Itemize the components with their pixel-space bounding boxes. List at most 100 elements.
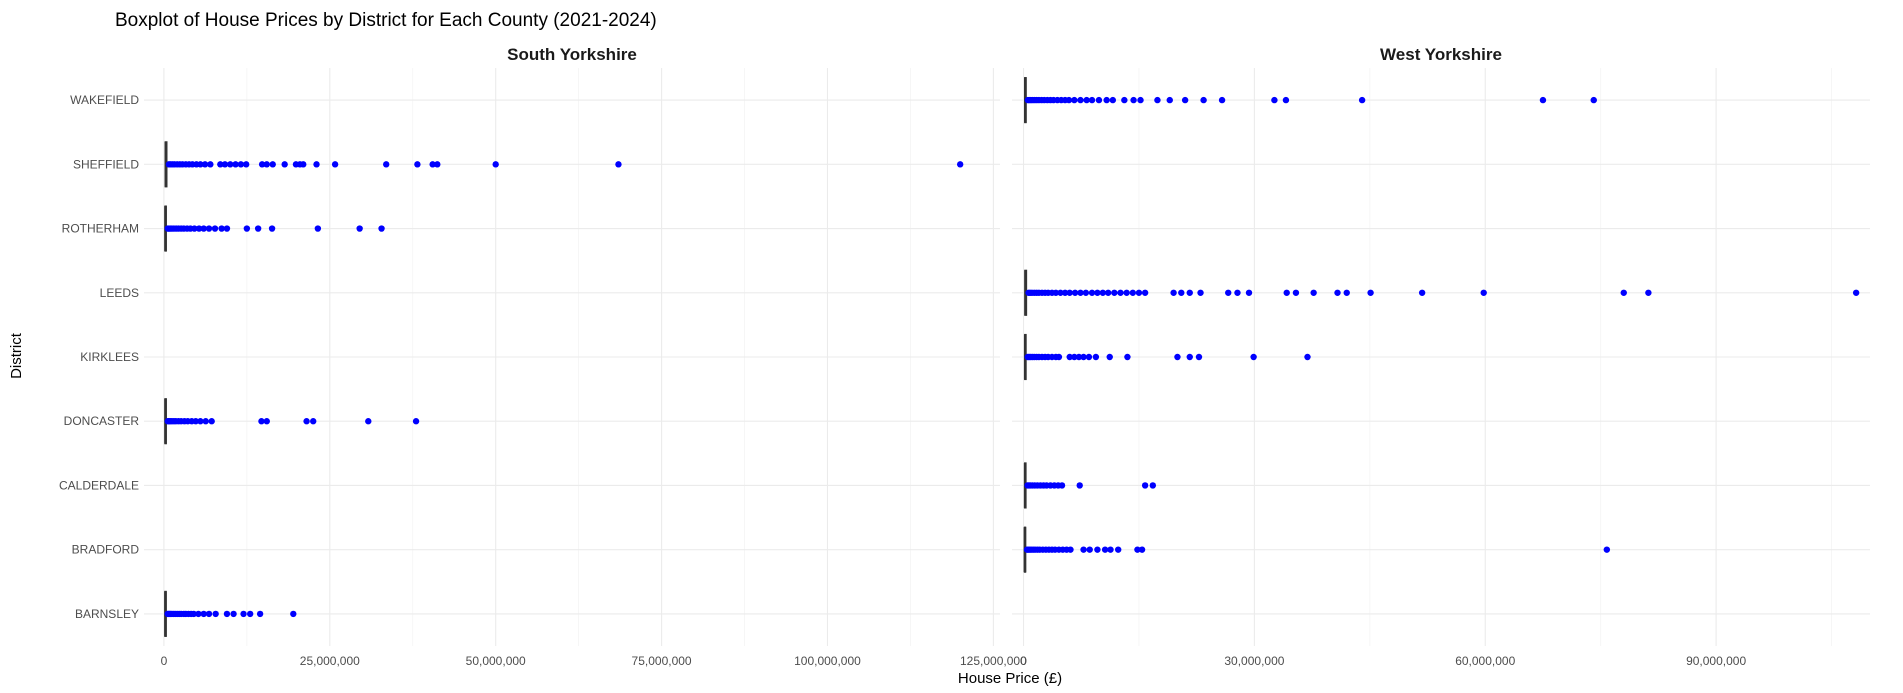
outlier-point	[1178, 289, 1185, 296]
outlier-point	[1174, 353, 1181, 361]
outlier-point	[217, 161, 224, 168]
y-tick-label: CALDERDALE	[59, 478, 139, 492]
outlier-point	[240, 610, 247, 618]
outlier-point	[615, 161, 622, 168]
outlier-point	[1066, 289, 1073, 296]
outlier-point	[1121, 96, 1128, 104]
outlier-point	[1245, 289, 1253, 296]
outlier-point	[201, 161, 209, 168]
outlier-point	[1154, 96, 1161, 104]
y-tick-label: BARNSLEY	[75, 607, 139, 621]
outlier-point	[1134, 546, 1141, 553]
outlier-point	[1080, 546, 1087, 553]
outlier-point	[1071, 96, 1078, 104]
outlier-point	[208, 418, 215, 425]
outlier-point	[1075, 353, 1083, 361]
outlier-point	[269, 161, 276, 168]
outlier-point	[1310, 289, 1317, 296]
outlier-point	[1101, 546, 1109, 553]
outlier-point	[1117, 289, 1124, 296]
outlier-point	[1480, 289, 1487, 296]
outlier-point	[1590, 96, 1597, 104]
outlier-point	[242, 161, 250, 168]
y-tick-label: WAKEFIELD	[70, 93, 139, 107]
outlier-point	[414, 161, 421, 168]
outlier-point	[1124, 353, 1131, 361]
outlier-point	[200, 610, 207, 618]
outlier-point	[1099, 289, 1107, 296]
y-tick-label: LEEDS	[100, 286, 139, 300]
outlier-point	[1137, 96, 1144, 104]
outlier-point	[1067, 546, 1074, 553]
outlier-point	[221, 161, 229, 168]
outlier-point	[1085, 353, 1093, 361]
outlier-point	[205, 225, 213, 232]
outlier-point	[1304, 353, 1311, 361]
outlier-point	[1282, 96, 1290, 104]
outlier-point	[434, 161, 441, 168]
outlier-point	[1218, 96, 1226, 104]
outlier-point	[1088, 96, 1096, 104]
outlier-point	[1234, 289, 1241, 296]
outlier-point	[1358, 96, 1366, 104]
outlier-point	[1104, 289, 1112, 296]
outlier-point	[1111, 289, 1118, 296]
outlier-point	[1077, 96, 1084, 104]
outlier-point	[1086, 546, 1093, 553]
outlier-point	[1106, 353, 1113, 361]
y-tick-label: KIRKLEES	[80, 350, 139, 364]
outlier-point	[1197, 289, 1204, 296]
facet-strip-label: South Yorkshire	[507, 45, 637, 64]
outlier-point	[195, 610, 202, 618]
outlier-point	[1114, 546, 1122, 553]
outlier-point	[1166, 96, 1173, 104]
outlier-point	[1061, 289, 1069, 296]
outlier-point	[1135, 289, 1143, 296]
outlier-point	[232, 161, 239, 168]
outlier-point	[218, 225, 225, 232]
outlier-point	[1080, 353, 1087, 361]
outlier-point	[1058, 482, 1066, 489]
x-tick-label: 50,000,000	[466, 654, 526, 668]
y-tick-label: DONCASTER	[64, 414, 140, 428]
outlier-point	[1195, 353, 1203, 361]
outlier-point	[1082, 289, 1090, 296]
outlier-point	[263, 418, 270, 425]
outlier-point	[243, 225, 251, 232]
outlier-point	[1103, 96, 1110, 104]
outlier-point	[1186, 353, 1193, 361]
outlier-point	[1645, 289, 1652, 296]
outlier-point	[429, 161, 436, 168]
outlier-point	[1083, 96, 1090, 104]
outlier-point	[1129, 289, 1137, 296]
outlier-point	[1292, 289, 1300, 296]
outlier-point	[1334, 289, 1341, 296]
outlier-point	[1077, 289, 1084, 296]
outlier-point	[1250, 353, 1257, 361]
facet-strip-label: West Yorkshire	[1380, 45, 1502, 64]
outlier-point	[1181, 96, 1189, 104]
outlier-point	[1539, 96, 1547, 104]
outlier-point	[1095, 96, 1103, 104]
outlier-point	[1130, 96, 1137, 104]
outlier-point	[223, 225, 231, 232]
outlier-point	[256, 610, 264, 618]
outlier-point	[202, 418, 209, 425]
outlier-point	[356, 225, 363, 232]
outlier-point	[211, 225, 219, 232]
outlier-point	[956, 161, 964, 168]
y-axis-title: District	[8, 332, 25, 379]
outlier-point	[1200, 96, 1207, 104]
outlier-point	[246, 610, 254, 618]
outlier-point	[1141, 289, 1149, 296]
outlier-point	[300, 161, 307, 168]
x-tick-label: 0	[1020, 654, 1027, 668]
outlier-point	[492, 161, 499, 168]
outlier-point	[258, 161, 266, 168]
outlier-point	[1149, 482, 1157, 489]
outlier-point	[1418, 289, 1426, 296]
outlier-point	[263, 161, 270, 168]
outlier-point	[1088, 289, 1096, 296]
y-axis-tick-labels: BARNSLEY BRADFORD CALDERDALE DONCASTER KIRKL…	[59, 93, 139, 621]
